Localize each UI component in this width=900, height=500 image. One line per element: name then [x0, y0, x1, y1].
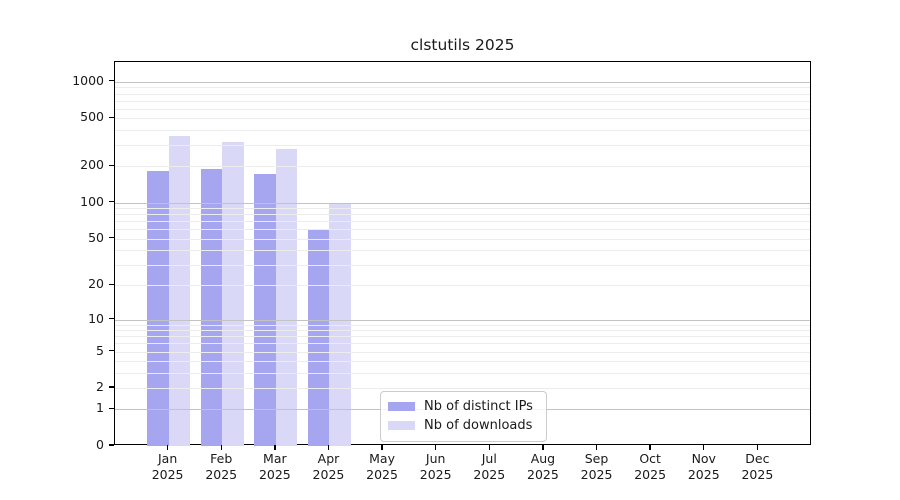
x-tick-label-jul: Jul 2025 — [473, 451, 506, 482]
y-tick-label-1: 1 — [96, 400, 104, 416]
bar-distinct-ips-jan — [147, 171, 169, 446]
bar-downloads-apr — [329, 202, 351, 446]
x-tick-label-may: May 2025 — [366, 451, 398, 482]
y-tick-label-5: 5 — [96, 342, 104, 358]
x-tick-label-sep: Sep 2025 — [580, 451, 613, 482]
y-tick-label-500: 500 — [80, 109, 104, 125]
legend-item-downloads: Nb of downloads — [388, 416, 538, 435]
x-tick-mark-mar — [274, 445, 276, 450]
y-tick-label-20: 20 — [88, 276, 104, 292]
legend-label-downloads: Nb of downloads — [424, 418, 533, 433]
x-tick-mark-sep — [595, 445, 598, 450]
x-tick-label-dec: Dec 2025 — [741, 451, 774, 482]
y-tick-mark-500 — [108, 116, 114, 118]
x-tick-label-aug: Aug 2025 — [527, 451, 559, 482]
y-tick-mark-10 — [108, 317, 114, 320]
bar-distinct-ips-apr — [308, 229, 330, 446]
y-tick-mark-0 — [108, 444, 114, 446]
x-tick-label-jan: Jan 2025 — [151, 451, 184, 482]
y-tick-mark-100 — [108, 200, 114, 203]
y-tick-label-1000: 1000 — [72, 72, 104, 88]
x-tick-label-feb: Feb 2025 — [205, 451, 238, 482]
y-tick-label-2: 2 — [96, 379, 104, 395]
x-tick-mark-feb — [220, 445, 222, 450]
x-tick-mark-jun — [434, 445, 437, 450]
y-tick-label-0: 0 — [96, 437, 104, 452]
y-tick-label-10: 10 — [88, 310, 104, 326]
x-tick-mark-may — [381, 445, 383, 450]
legend-swatch-distinct-ips — [388, 402, 415, 411]
x-tick-label-nov: Nov 2025 — [687, 451, 720, 482]
bar-downloads-feb — [222, 141, 244, 446]
x-tick-label-mar: Mar 2025 — [258, 451, 291, 482]
legend-swatch-downloads — [388, 421, 415, 430]
bars-layer — [115, 62, 810, 446]
x-tick-mark-jan — [166, 445, 169, 450]
bar-downloads-jan — [168, 135, 191, 446]
x-tick-mark-nov — [703, 445, 705, 450]
y-tick-mark-50 — [108, 237, 114, 239]
x-tick-label-apr: Apr 2025 — [312, 451, 345, 482]
y-tick-mark-1000 — [108, 80, 114, 82]
x-tick-label-jun: Jun 2025 — [419, 451, 452, 482]
y-tick-mark-200 — [108, 164, 114, 167]
chart-title: clstutils 2025 — [410, 36, 515, 54]
x-tick-mark-dec — [756, 445, 759, 450]
legend: Nb of distinct IPs Nb of downloads — [380, 391, 547, 442]
legend-item-distinct-ips: Nb of distinct IPs — [388, 397, 538, 416]
y-tick-label-50: 50 — [88, 229, 104, 245]
x-tick-mark-aug — [542, 445, 544, 450]
bar-downloads-mar — [275, 149, 298, 446]
y-tick-mark-20 — [108, 283, 114, 286]
x-tick-mark-jul — [488, 445, 490, 450]
x-tick-mark-apr — [327, 445, 330, 450]
x-tick-label-oct: Oct 2025 — [634, 451, 667, 482]
y-tick-mark-1 — [108, 407, 114, 410]
x-tick-mark-oct — [649, 445, 651, 450]
bar-distinct-ips-feb — [200, 169, 223, 446]
y-tick-label-200: 200 — [80, 157, 104, 173]
legend-label-distinct-ips: Nb of distinct IPs — [424, 399, 533, 414]
y-tick-mark-2 — [108, 386, 114, 388]
y-tick-label-100: 100 — [80, 193, 104, 209]
bar-distinct-ips-mar — [254, 174, 276, 446]
plot-area: Nb of distinct IPs Nb of downloads — [114, 61, 811, 446]
y-tick-mark-5 — [108, 349, 114, 352]
